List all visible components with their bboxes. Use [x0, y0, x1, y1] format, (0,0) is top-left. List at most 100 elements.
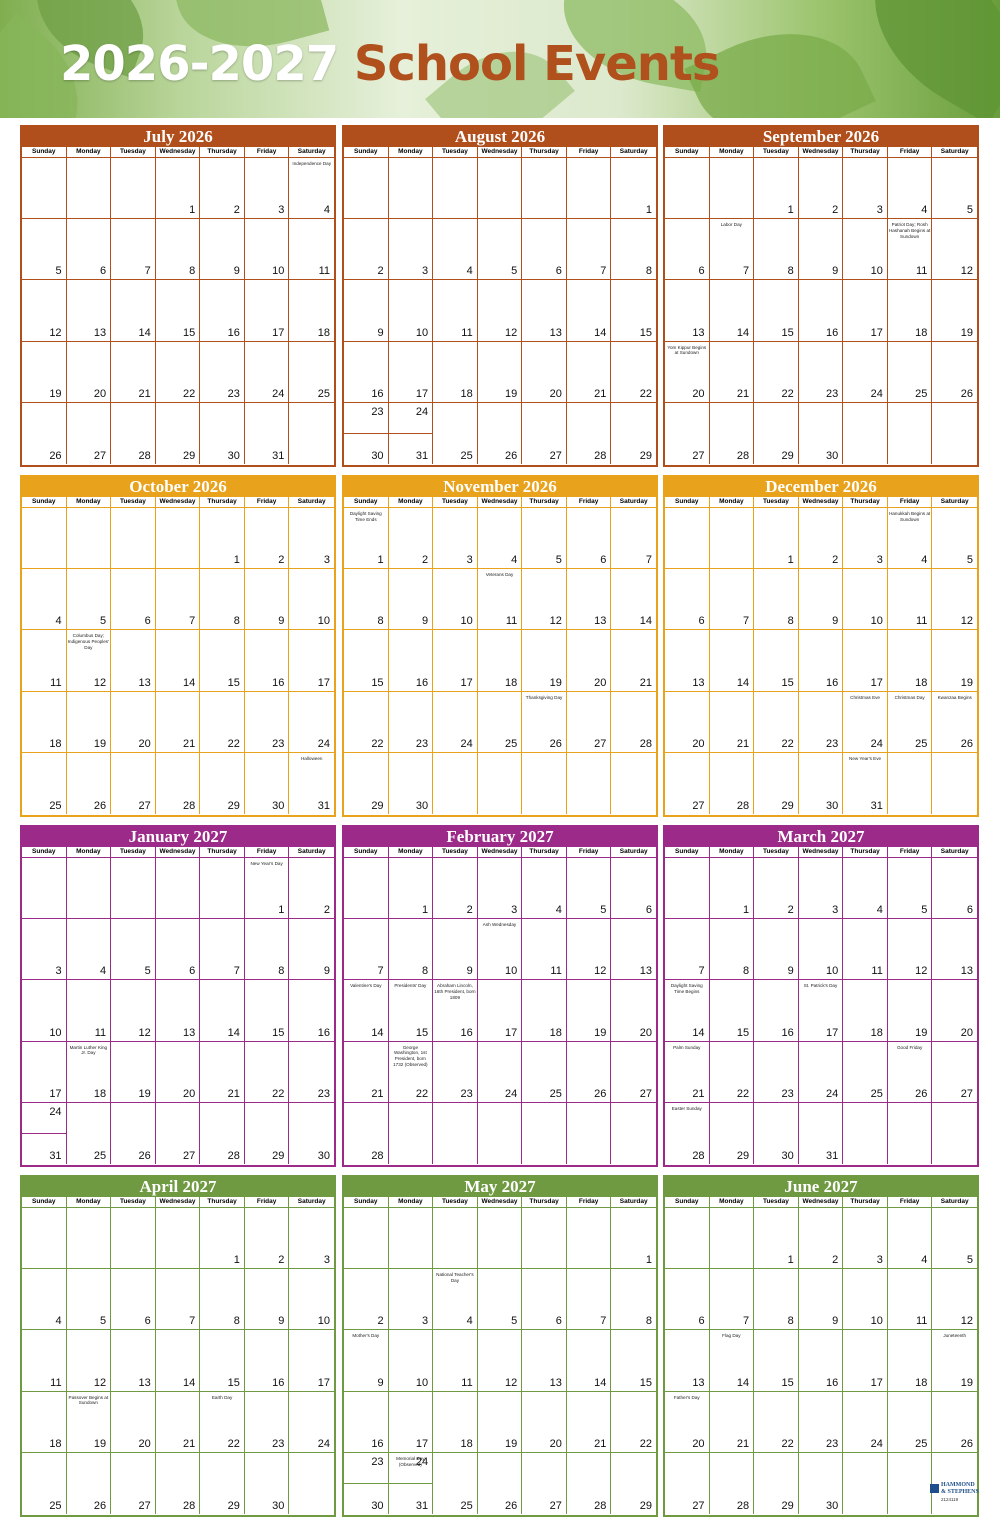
day-cell: 30: [245, 752, 290, 814]
day-number: 17: [317, 1376, 330, 1389]
day-number: 16: [317, 1026, 330, 1039]
day-cell: 6: [566, 508, 612, 570]
day-number: 15: [371, 676, 384, 689]
day-cell: 16: [798, 630, 844, 692]
day-cell: [111, 858, 156, 920]
day-number: 9: [278, 1315, 285, 1328]
day-cell: 22: [754, 691, 799, 753]
day-number: 23: [826, 737, 839, 750]
weekday-label: Friday: [888, 1197, 933, 1207]
event-label: Passover Begins at Sundown: [68, 1394, 109, 1406]
day-number: 29: [781, 1500, 794, 1512]
day-number: 31: [272, 450, 285, 462]
day-cell: 12: [932, 569, 977, 631]
day-cell: [155, 858, 201, 920]
month-panel: April 2027 Sunday Monday Tuesday Wednesday Th…: [20, 1175, 336, 1517]
day-number: 6: [966, 904, 973, 917]
weekday-label: Tuesday: [111, 1197, 156, 1207]
weekday-label: Thursday: [843, 847, 888, 857]
day-cell: 13: [155, 980, 201, 1042]
day-cell: [389, 1102, 434, 1164]
day-cell: 15: [244, 980, 290, 1042]
day-number: 26: [960, 1437, 973, 1450]
day-cell: [522, 752, 567, 814]
day-number: 16: [826, 1376, 839, 1389]
day-cell: 29: [754, 1452, 799, 1514]
day-cell: [289, 1453, 334, 1514]
day-cell: 7: [155, 569, 201, 631]
weekday-label: Tuesday: [111, 497, 156, 507]
day-number: 9: [377, 326, 384, 339]
day-cell: 12: [887, 919, 933, 981]
day-cell: 11: [887, 569, 933, 631]
day-number: 20: [93, 387, 107, 400]
day-cell: 20: [932, 980, 977, 1042]
day-number: 28: [183, 1500, 196, 1512]
day-cell: 14: [611, 569, 656, 631]
weekday-label: Thursday: [522, 497, 567, 507]
day-cell: 16: [798, 1330, 844, 1392]
day-number: 18: [93, 1087, 107, 1100]
day-number: 22: [227, 1437, 240, 1450]
weekday-label: Saturday: [940, 498, 969, 505]
day-number: 9: [832, 1315, 839, 1328]
day-cell: 30: [754, 1102, 799, 1164]
day-cell: [433, 1208, 478, 1270]
day-number: 10: [460, 615, 473, 628]
day-cell: 6: [111, 569, 156, 631]
weekday-header: Sunday Monday Tuesday Wednesday Thursday Frid…: [22, 1197, 334, 1208]
day-number: 22: [415, 1087, 429, 1100]
split-cell-top: 23: [344, 1453, 388, 1485]
weekday-label: Thursday: [200, 1197, 245, 1207]
day-number: 2: [832, 204, 839, 217]
day-cell: 30: [799, 752, 844, 814]
day-number: 4: [921, 204, 928, 217]
day-cell: 24: [244, 341, 290, 403]
day-number: 8: [422, 965, 429, 978]
day-number: 27: [138, 1500, 151, 1512]
day-number: 3: [55, 965, 62, 978]
day-number: 8: [278, 965, 285, 978]
weekday-label: Sunday: [344, 847, 389, 857]
day-number: 7: [600, 1315, 607, 1328]
day-cell: [709, 508, 755, 570]
day-cell: [433, 1102, 478, 1164]
day-cell: 21: [155, 691, 201, 753]
day-cell: 28: [710, 1452, 755, 1514]
day-cell: 16: [344, 1391, 389, 1453]
weekday-label: Friday: [245, 147, 290, 157]
day-number: 21: [183, 1437, 196, 1450]
weekday-label: Wednesday: [156, 497, 201, 507]
day-cell: 21 Palm Sunday: [665, 1041, 710, 1103]
day-cell: [111, 1208, 156, 1270]
day-cell: 25: [522, 1041, 567, 1103]
day-cell: 1: [200, 1208, 245, 1270]
day-cell: 27: [665, 1452, 710, 1514]
day-number: 7: [189, 1315, 196, 1328]
day-cell: 22: [754, 341, 799, 403]
weekday-label: Saturday: [619, 848, 648, 855]
day-cell: 13: [522, 280, 567, 342]
day-cell: 21: [709, 691, 755, 753]
weekday-label: Tuesday: [433, 1197, 478, 1207]
day-cell: 25: [433, 402, 478, 464]
day-cell: 10: [244, 219, 290, 281]
event-label: Palm Sunday: [673, 1044, 701, 1050]
day-number: 5: [600, 904, 607, 917]
day-number: 28: [736, 450, 750, 462]
day-cell: 13: [111, 630, 156, 692]
day-cell: 20: [566, 630, 612, 692]
weekday-label: Wednesday: [156, 847, 201, 857]
day-number: 16: [826, 676, 839, 689]
day-cell: 25: [67, 1102, 112, 1164]
day-number: 28: [594, 1500, 607, 1512]
day-cell: 1: [155, 158, 201, 220]
weekday-header: Sunday Monday Tuesday Wednesday Thursday Frid…: [665, 147, 977, 158]
day-number: 13: [692, 1376, 705, 1389]
day-cell: 14: [709, 280, 755, 342]
day-number: 16: [371, 1437, 384, 1450]
day-number: 23: [272, 737, 285, 750]
weekday-label: Friday: [567, 847, 612, 857]
day-number: 3: [422, 265, 429, 278]
day-cell: 8: [611, 1269, 656, 1331]
